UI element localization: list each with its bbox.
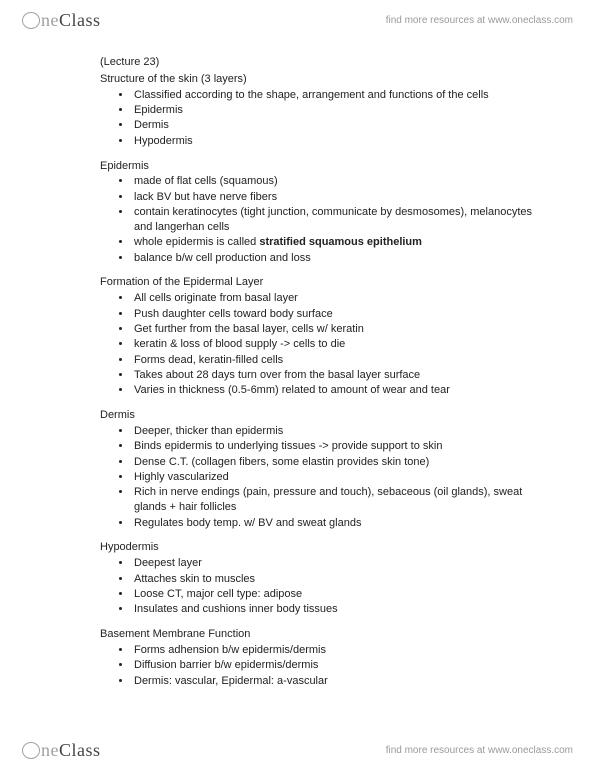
section-title: Structure of the skin (3 layers) — [100, 72, 540, 87]
section-title: Formation of the Epidermal Layer — [100, 275, 540, 290]
header-tagline: find more resources at www.oneclass.com — [386, 15, 573, 26]
text-run: Dermis — [134, 119, 169, 131]
list-item: Forms adhension b/w epidermis/dermis — [132, 643, 540, 658]
text-run: Diffusion barrier b/w epidermis/dermis — [134, 659, 318, 671]
list-item: Varies in thickness (0.5-6mm) related to… — [132, 383, 540, 398]
text-run: Highly vascularized — [134, 471, 229, 483]
list-item: Dermis — [132, 118, 540, 133]
list-item: Diffusion barrier b/w epidermis/dermis — [132, 658, 540, 673]
text-run: Forms dead, keratin-filled cells — [134, 354, 283, 366]
text-run: Loose CT, major cell type: adipose — [134, 588, 302, 600]
list-item: whole epidermis is called stratified squ… — [132, 235, 540, 250]
text-run: Binds epidermis to underlying tissues ->… — [134, 440, 442, 452]
list-item: Highly vascularized — [132, 470, 540, 485]
logo-circle-icon — [22, 742, 40, 759]
logo-word-one: ne — [41, 10, 59, 31]
list-item: Hypodermis — [132, 134, 540, 149]
bullet-list: Forms adhension b/w epidermis/dermis Diff… — [100, 643, 540, 689]
list-item: Takes about 28 days turn over from the b… — [132, 368, 540, 383]
footer-tagline: find more resources at www.oneclass.com — [386, 745, 573, 756]
text-run: Regulates body temp. w/ BV and sweat gla… — [134, 517, 361, 529]
list-item: Get further from the basal layer, cells … — [132, 322, 540, 337]
text-run: Get further from the basal layer, cells … — [134, 323, 364, 335]
text-run: Forms adhension b/w epidermis/dermis — [134, 644, 326, 656]
text-run: balance b/w cell production and loss — [134, 252, 311, 264]
section-title: Dermis — [100, 408, 540, 423]
section-title: Epidermis — [100, 159, 540, 174]
text-run: contain keratinocytes (tight junction, c… — [134, 206, 532, 233]
bullet-list: Deeper, thicker than epidermis Binds epid… — [100, 424, 540, 530]
list-item: Epidermis — [132, 103, 540, 118]
bullet-list: All cells originate from basal layer Push… — [100, 291, 540, 398]
text-run: Insulates and cushions inner body tissue… — [134, 603, 338, 615]
text-run: Dermis: vascular, Epidermal: a-vascular — [134, 675, 328, 687]
list-item: Push daughter cells toward body surface — [132, 307, 540, 322]
list-item: Classified according to the shape, arran… — [132, 88, 540, 103]
list-item: Deeper, thicker than epidermis — [132, 424, 540, 439]
bullet-list: made of flat cells (squamous) lack BV but… — [100, 174, 540, 265]
text-run: Dense C.T. (collagen fibers, some elasti… — [134, 456, 429, 468]
text-run: Takes about 28 days turn over from the b… — [134, 369, 420, 381]
list-item: Attaches skin to muscles — [132, 572, 540, 587]
text-run: Deepest layer — [134, 557, 202, 569]
text-run: Attaches skin to muscles — [134, 573, 255, 585]
list-item: Dense C.T. (collagen fibers, some elasti… — [132, 455, 540, 470]
text-run: keratin & loss of blood supply -> cells … — [134, 338, 345, 350]
lecture-ref: (Lecture 23) — [100, 55, 540, 70]
section-title: Hypodermis — [100, 540, 540, 555]
text-run: whole epidermis is called — [134, 236, 259, 248]
brand-logo-footer: ne Class — [22, 739, 101, 761]
text-run: Hypodermis — [134, 135, 193, 147]
list-item: contain keratinocytes (tight junction, c… — [132, 205, 540, 235]
list-item: Deepest layer — [132, 556, 540, 571]
logo-circle-icon — [22, 12, 40, 29]
text-run: All cells originate from basal layer — [134, 292, 298, 304]
list-item: Dermis: vascular, Epidermal: a-vascular — [132, 674, 540, 689]
bold-text: stratified squamous epithelium — [259, 236, 422, 248]
text-run: Epidermis — [134, 104, 183, 116]
list-item: Forms dead, keratin-filled cells — [132, 353, 540, 368]
text-run: Deeper, thicker than epidermis — [134, 425, 283, 437]
list-item: Regulates body temp. w/ BV and sweat gla… — [132, 516, 540, 531]
list-item: Insulates and cushions inner body tissue… — [132, 602, 540, 617]
brand-logo: ne Class — [22, 9, 101, 31]
text-run: Push daughter cells toward body surface — [134, 308, 333, 320]
text-run: Classified according to the shape, arran… — [134, 89, 489, 101]
list-item: Rich in nerve endings (pain, pressure an… — [132, 485, 540, 515]
document-body: (Lecture 23) Structure of the skin (3 la… — [100, 55, 540, 695]
bullet-list: Classified according to the shape, arran… — [100, 88, 540, 149]
list-item: balance b/w cell production and loss — [132, 251, 540, 266]
text-run: Varies in thickness (0.5-6mm) related to… — [134, 384, 450, 396]
logo-word-one: ne — [41, 740, 59, 761]
list-item: made of flat cells (squamous) — [132, 174, 540, 189]
page-header: ne Class find more resources at www.onec… — [0, 6, 595, 34]
list-item: Binds epidermis to underlying tissues ->… — [132, 439, 540, 454]
text-run: lack BV but have nerve fibers — [134, 191, 277, 203]
list-item: Loose CT, major cell type: adipose — [132, 587, 540, 602]
logo-word-two: Class — [59, 10, 101, 31]
list-item: All cells originate from basal layer — [132, 291, 540, 306]
logo-word-two: Class — [59, 740, 101, 761]
page-footer: ne Class find more resources at www.onec… — [0, 736, 595, 764]
text-run: made of flat cells (squamous) — [134, 175, 278, 187]
section-title: Basement Membrane Function — [100, 627, 540, 642]
list-item: keratin & loss of blood supply -> cells … — [132, 337, 540, 352]
bullet-list: Deepest layer Attaches skin to muscles Loo… — [100, 556, 540, 617]
text-run: Rich in nerve endings (pain, pressure an… — [134, 486, 522, 513]
list-item: lack BV but have nerve fibers — [132, 190, 540, 205]
